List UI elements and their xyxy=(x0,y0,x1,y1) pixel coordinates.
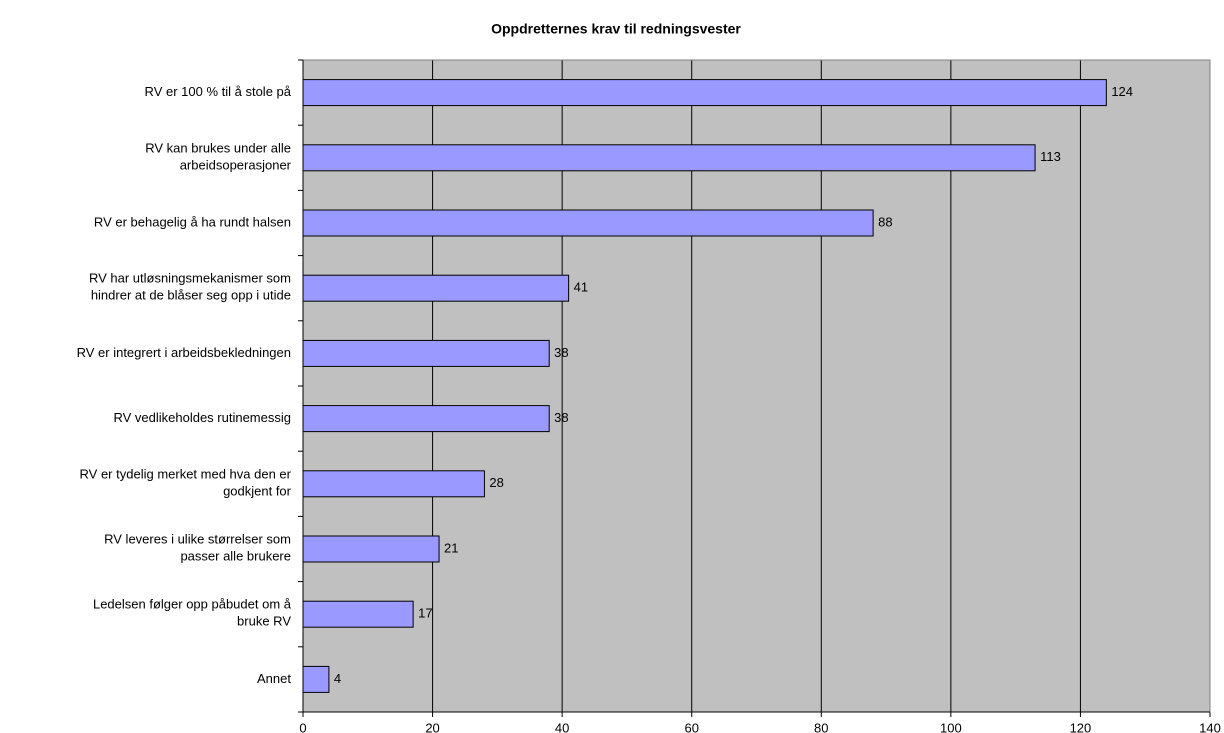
x-tick-label: 20 xyxy=(425,720,439,733)
bar xyxy=(302,209,874,237)
y-tick-label: RV er integrert i arbeidsbekledningen xyxy=(77,345,291,360)
bar xyxy=(302,339,550,367)
value-label: 21 xyxy=(444,540,458,555)
value-label: 113 xyxy=(1040,149,1061,164)
x-tick-label: 60 xyxy=(684,720,698,733)
y-tick-label: RV er behagelig å ha rundt halsen xyxy=(94,214,291,229)
value-label: 17 xyxy=(418,606,432,621)
x-tick-label: 100 xyxy=(940,720,962,733)
value-label: 124 xyxy=(1111,84,1133,99)
x-tick-label: 0 xyxy=(299,720,306,733)
y-tick-label: Ledelsen følger opp påbudet om å bruke RV xyxy=(93,597,292,629)
bar xyxy=(302,274,570,302)
chart-title: Oppdretternes krav til redningsvester xyxy=(491,21,741,37)
bar xyxy=(302,600,414,628)
x-tick-label: 140 xyxy=(1199,720,1221,733)
y-tick-label: RV leveres i ulike størrelser som passer … xyxy=(104,532,291,564)
y-tick-label: RV kan brukes under alle arbeidsoperasjon… xyxy=(145,141,291,173)
bar xyxy=(302,470,485,498)
y-tick-label: RV har utløsningsmekanismer som hindrer a… xyxy=(89,271,291,303)
y-tick-label: RV er tydelig merket med hva den er godkj… xyxy=(80,467,292,499)
y-tick-label: Annet xyxy=(257,671,291,686)
x-tick-label: 40 xyxy=(555,720,569,733)
bar xyxy=(302,535,440,563)
bar xyxy=(302,144,1036,172)
value-label: 4 xyxy=(334,671,341,686)
y-tick-label: RV er 100 % til å stole på xyxy=(145,84,292,99)
x-tick-label: 80 xyxy=(814,720,828,733)
y-tick-label: RV vedlikeholdes rutinemessig xyxy=(113,410,291,425)
bar xyxy=(302,79,1107,107)
value-label: 38 xyxy=(554,410,568,425)
value-label: 41 xyxy=(574,280,588,295)
x-tick-label: 120 xyxy=(1070,720,1092,733)
value-label: 88 xyxy=(878,214,892,229)
bar xyxy=(302,665,330,693)
value-label: 28 xyxy=(489,475,503,490)
bar xyxy=(302,405,550,433)
value-label: 38 xyxy=(554,345,568,360)
